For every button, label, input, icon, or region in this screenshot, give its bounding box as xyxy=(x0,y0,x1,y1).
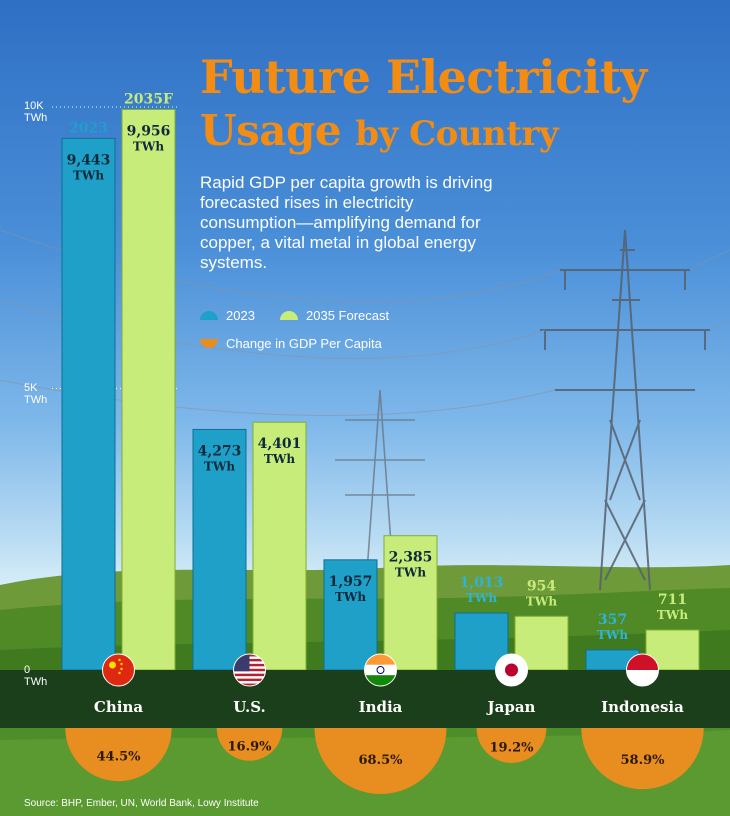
gdp-label-3: 19.2% xyxy=(489,740,534,755)
y-axis-mid-value: 5K xyxy=(24,382,38,394)
label-2023-0-value: 9,443 xyxy=(67,152,111,168)
bar-2023-china xyxy=(61,137,116,671)
bar-2023-us xyxy=(192,428,247,671)
label-2035-3-value: 954 xyxy=(527,578,556,594)
chart-title-small: by Country xyxy=(355,114,559,154)
chart-title-main: Usage xyxy=(200,106,342,155)
india-flag xyxy=(364,653,397,687)
legend-label-gdp: Change in GDP Per Capita xyxy=(226,336,382,351)
category-label-0: China xyxy=(94,698,143,716)
label-2023-4-unit: TWh xyxy=(597,628,628,642)
label-2035-4-value: 711 xyxy=(658,592,687,608)
chart-subtitle: Rapid GDP per capita growth is driving f… xyxy=(200,173,493,272)
gdp-label-4: 58.9% xyxy=(620,753,665,768)
bar-2035-china xyxy=(121,108,176,671)
category-label-2: India xyxy=(359,698,403,716)
y-axis-label-zero: 0 TWh xyxy=(24,664,47,688)
legend-gdp: Change in GDP Per Capita xyxy=(200,336,382,351)
legend-label-2035: 2035 Forecast xyxy=(306,308,390,323)
label-2035-3-unit: TWh xyxy=(526,594,557,608)
bar-2035-us xyxy=(252,421,307,671)
label-2035-1-unit: TWh xyxy=(264,452,295,466)
category-label-1: U.S. xyxy=(233,698,265,716)
y-axis-top-unit: TWh xyxy=(24,112,48,124)
legend-swatch-2035 xyxy=(280,311,298,320)
chart-title-line1: Future Electricity xyxy=(200,50,647,104)
label-2023-2-unit: TWh xyxy=(335,590,366,604)
legend-2035: 2035 Forecast xyxy=(280,308,389,323)
chart-title-line2: Usage by Country xyxy=(200,106,559,155)
category-label-3: Japan xyxy=(486,698,536,716)
label-2023-4-value: 357 xyxy=(598,612,627,628)
label-2035-0-value: 9,956 xyxy=(127,123,171,139)
gdp-semicircle-4 xyxy=(581,728,704,790)
label-2023-1-value: 4,273 xyxy=(198,443,242,459)
pylon-icon xyxy=(540,229,710,591)
label-2023-2-value: 1,957 xyxy=(329,574,373,590)
label-2023-0-unit: TWh xyxy=(73,168,104,182)
gdp-label-0: 44.5% xyxy=(96,750,141,765)
gdp-semicircle-0 xyxy=(65,728,172,782)
label-2035-4-unit: TWh xyxy=(657,608,688,622)
label-2023-3-value: 1,013 xyxy=(460,575,504,591)
bar-2035-india xyxy=(383,535,438,671)
bar-2023-india xyxy=(323,559,378,671)
label-2035-1-value: 4,401 xyxy=(258,436,302,452)
gdp-semicircle-3 xyxy=(476,728,547,763)
y-axis-zero-unit: TWh xyxy=(24,676,48,688)
y-axis-mid-unit: TWh xyxy=(24,394,48,406)
gdp-label-1: 16.9% xyxy=(227,739,272,754)
legend-label-2023: 2023 xyxy=(226,308,255,323)
label-2035-0-unit: TWh xyxy=(133,139,164,153)
indonesia-flag xyxy=(626,653,659,687)
y-axis-top-value: 10K xyxy=(24,100,44,112)
gdp-semicircle-1 xyxy=(216,728,283,761)
label-2035-2-value: 2,385 xyxy=(389,550,433,566)
gdp-semicircle-2 xyxy=(314,728,447,794)
column-header-2035: 2035F xyxy=(124,91,173,107)
source-note: Source: BHP, Ember, UN, World Bank, Lowy… xyxy=(24,798,259,809)
japan-flag xyxy=(495,653,528,687)
us-flag xyxy=(233,653,266,687)
label-2023-1-unit: TWh xyxy=(204,459,235,473)
legend-swatch-2023 xyxy=(200,311,218,320)
gdp-label-2: 68.5% xyxy=(358,753,403,768)
y-axis-zero-value: 0 xyxy=(24,664,31,676)
y-axis-label-mid: 5K TWh xyxy=(24,382,47,406)
y-axis-label-top: 10K TWh xyxy=(24,100,47,124)
label-2023-3-unit: TWh xyxy=(466,591,497,605)
china-flag xyxy=(102,653,135,687)
legend-swatch-gdp xyxy=(200,339,218,348)
category-label-4: Indonesia xyxy=(601,698,684,716)
legend-2023: 2023 xyxy=(200,308,255,323)
column-header-2023: 2023 xyxy=(69,120,108,136)
label-2035-2-unit: TWh xyxy=(395,566,426,580)
